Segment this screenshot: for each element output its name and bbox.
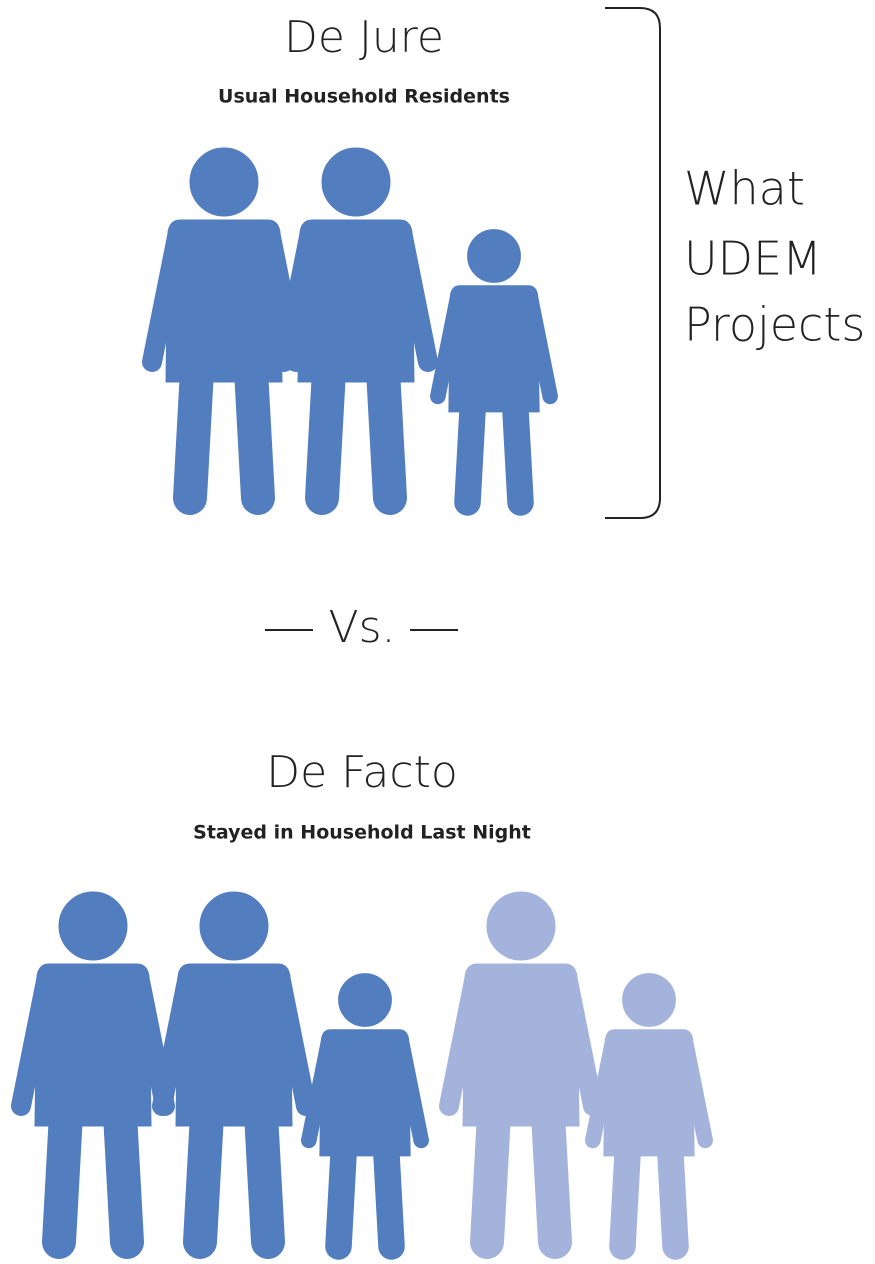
bracket-label: Projects: [684, 298, 865, 352]
top-subtitle: Usual Household Residents: [218, 86, 510, 108]
adult: [284, 148, 428, 498]
child: [309, 973, 421, 1246]
child: [438, 229, 550, 502]
bracket-label: What: [684, 162, 805, 216]
adult: [152, 148, 296, 498]
de-facto-present: [21, 892, 421, 1246]
adult: [162, 892, 306, 1242]
child: [593, 973, 705, 1246]
adult: [449, 892, 593, 1242]
top-title: De Jure: [284, 12, 444, 63]
bracket-label: UDEM: [684, 232, 822, 286]
de-jure-family: [152, 148, 550, 502]
de-facto-absent: [449, 892, 705, 1246]
adult: [21, 892, 165, 1242]
separator: Vs.: [328, 602, 395, 653]
bottom-title: De Facto: [266, 747, 458, 798]
bottom-subtitle: Stayed in Household Last Night: [193, 822, 531, 844]
bracket: [605, 7, 661, 519]
